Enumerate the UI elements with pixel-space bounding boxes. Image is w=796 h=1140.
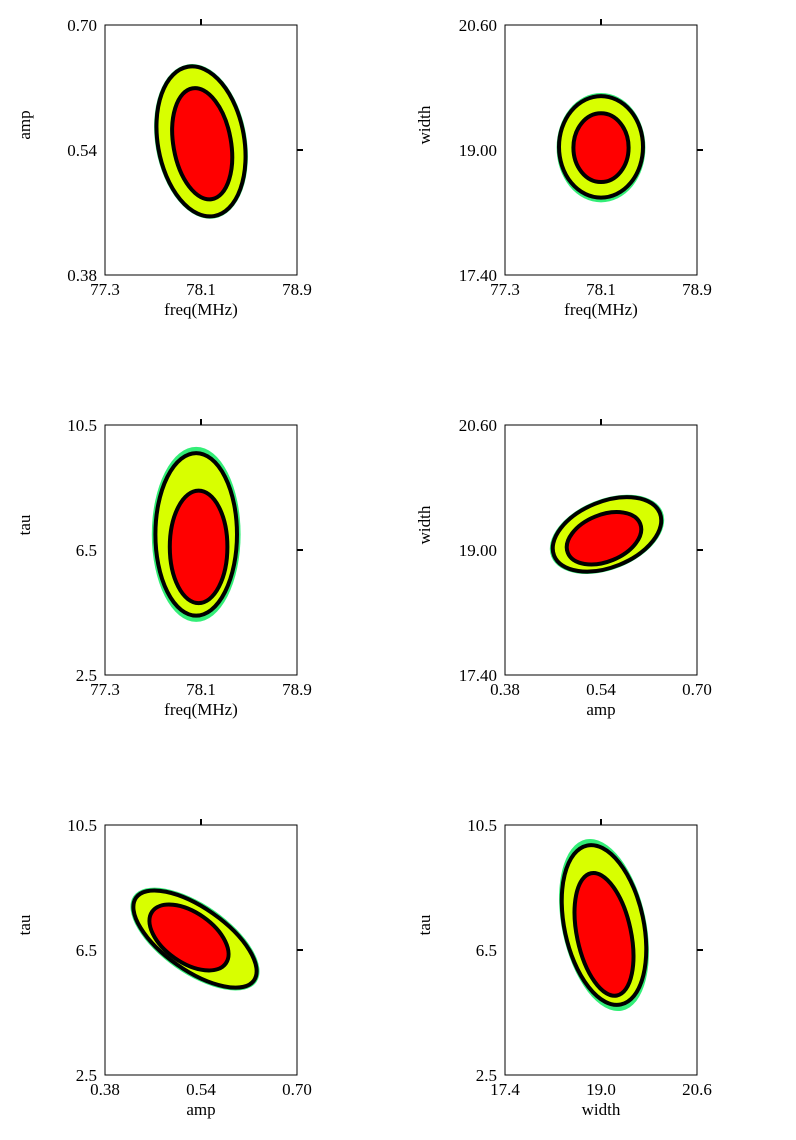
x-axis-label: width [582, 1100, 621, 1119]
contour-inner-region [170, 86, 235, 202]
x-tick-label: 78.1 [186, 680, 216, 699]
y-tick-label: 6.5 [76, 941, 97, 960]
contour-regions [151, 446, 241, 622]
contour-inner-region [564, 510, 644, 567]
y-tick-label: 20.60 [459, 16, 497, 35]
y-axis-label: amp [15, 110, 34, 139]
contour-regions [556, 92, 646, 203]
y-tick-label: 0.70 [67, 16, 97, 35]
x-tick-label: 78.9 [282, 280, 312, 299]
y-tick-label: 19.00 [459, 141, 497, 160]
y-tick-label: 19.00 [459, 541, 497, 560]
x-tick-label: 0.38 [90, 1080, 120, 1099]
y-tick-label: 10.5 [67, 416, 97, 435]
panel-1: 77.3 78.1 78.9 0.38 0.54 0.70 freq(MHz) amp [15, 16, 312, 319]
contour-inner-region [572, 870, 636, 998]
contour-inner-region [167, 488, 230, 606]
x-axis-label: amp [186, 1100, 215, 1119]
x-tick-label: 0.54 [186, 1080, 216, 1099]
x-axis-label: freq(MHz) [564, 300, 638, 319]
panel-6: 17.4 19.0 20.6 2.5 6.5 10.5 width tau [415, 816, 712, 1119]
y-tick-label: 2.5 [76, 666, 97, 685]
y-tick-label: 0.54 [67, 141, 97, 160]
y-tick-label: 17.40 [459, 266, 497, 285]
y-axis-label: tau [15, 514, 34, 535]
x-tick-label: 17.4 [490, 1080, 520, 1099]
y-tick-label: 10.5 [67, 816, 97, 835]
y-axis-label: width [415, 105, 434, 144]
x-tick-label: 78.1 [186, 280, 216, 299]
x-tick-label: 20.6 [682, 1080, 712, 1099]
x-tick-label: 0.70 [282, 1080, 312, 1099]
y-tick-label: 2.5 [76, 1066, 97, 1085]
y-tick-label: 20.60 [459, 416, 497, 435]
x-tick-label: 77.3 [90, 280, 120, 299]
x-tick-label: 0.54 [586, 680, 616, 699]
panel-5: 0.38 0.54 0.70 2.5 6.5 10.5 amp tau [15, 816, 312, 1119]
x-axis-label: freq(MHz) [164, 300, 238, 319]
x-tick-label: 77.3 [90, 680, 120, 699]
x-tick-label: 0.38 [490, 680, 520, 699]
x-tick-label: 78.9 [682, 280, 712, 299]
x-tick-label: 77.3 [490, 280, 520, 299]
y-axis-label: width [415, 505, 434, 544]
x-tick-label: 78.1 [586, 280, 616, 299]
contour-inner-region [571, 111, 631, 185]
y-axis-label: tau [415, 914, 434, 935]
panel-3: 77.3 78.1 78.9 2.5 6.5 10.5 freq(MHz) tau [15, 416, 312, 719]
panel-2: 77.3 78.1 78.9 17.40 19.00 20.60 freq(MHz) widt… [415, 16, 712, 319]
x-axis-label: amp [586, 700, 615, 719]
y-tick-label: 10.5 [467, 816, 497, 835]
y-tick-label: 6.5 [76, 541, 97, 560]
contour-regions [549, 494, 665, 574]
y-tick-label: 2.5 [476, 1066, 497, 1085]
y-tick-label: 0.38 [67, 266, 97, 285]
y-tick-label: 6.5 [476, 941, 497, 960]
y-axis-label: tau [15, 914, 34, 935]
contour-regions [559, 838, 649, 1012]
y-tick-label: 17.40 [459, 666, 497, 685]
x-tick-label: 0.70 [682, 680, 712, 699]
contour-regions [154, 64, 248, 219]
x-tick-label: 19.0 [586, 1080, 616, 1099]
contour-regions [130, 887, 260, 991]
x-tick-label: 78.9 [282, 680, 312, 699]
contour-inner-region [147, 902, 231, 973]
panel-4: 0.38 0.54 0.70 17.40 19.00 20.60 amp width [415, 416, 712, 719]
x-axis-label: freq(MHz) [164, 700, 238, 719]
